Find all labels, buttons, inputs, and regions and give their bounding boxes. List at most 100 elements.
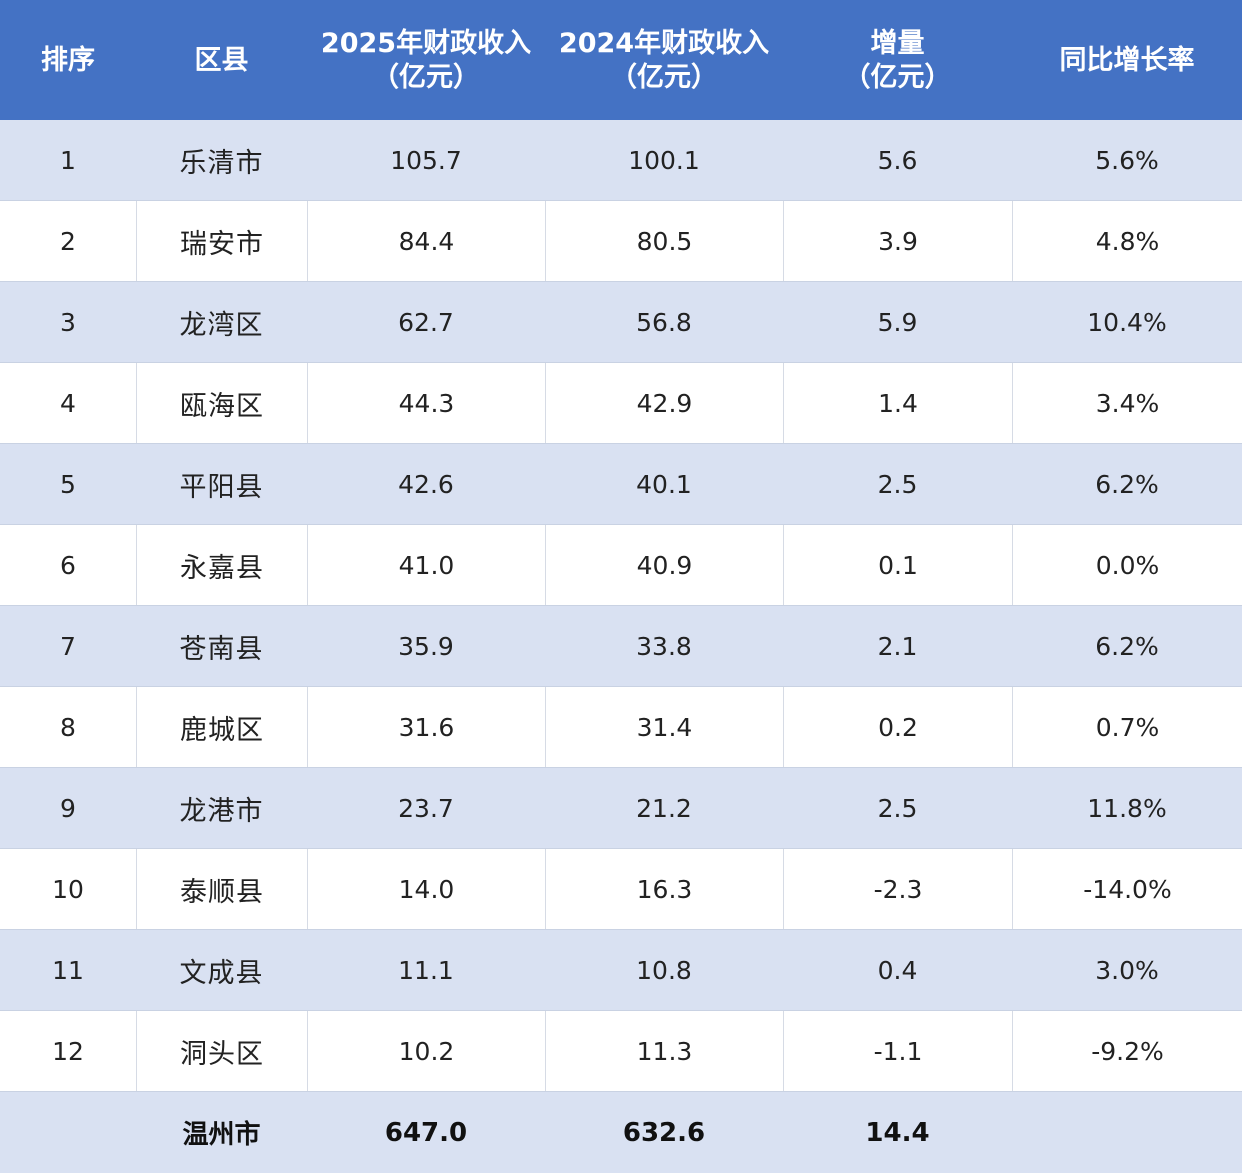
header-rank-title: 排序 [41,45,95,76]
header-growth-rate-title: 同比增长率 [1059,45,1195,76]
cell-rank: 7 [60,631,76,661]
cell-growth-rate: 5.6% [1095,145,1159,175]
cell-increase: -1.1 [783,1011,1012,1091]
total-cell-increase: 14.4 [865,1117,930,1148]
cell-growth-rate: 0.0% [1012,525,1242,605]
header-rank: 排序 [0,0,136,120]
cell-revenue-2024: 56.8 [636,307,692,337]
total-cell-revenue-2024: 632.6 [622,1117,706,1148]
cell-rank: 1 [60,145,76,175]
cell-district: 永嘉县 [136,525,307,605]
table-row: 4 瓯海区 44.3 42.9 1.4 3.4% [0,363,1242,444]
cell-growth-rate: -14.0% [1012,849,1242,929]
cell-revenue-2024: 42.9 [545,363,783,443]
cell-revenue-2025: 35.9 [398,631,454,661]
cell-growth-rate: -9.2% [1012,1011,1242,1091]
header-revenue-2025: 2025年财政收入 （亿元） [307,0,545,120]
cell-revenue-2024: 16.3 [545,849,783,929]
cell-growth-rate: 4.8% [1012,201,1242,281]
table-row: 3 龙湾区 62.7 56.8 5.9 10.4% [0,282,1242,363]
cell-revenue-2024: 10.8 [636,955,692,985]
cell-rank: 4 [60,388,76,418]
cell-increase: 1.4 [783,363,1012,443]
cell-district: 瓯海区 [136,363,307,443]
cell-revenue-2025: 84.4 [307,201,545,281]
cell-increase: 2.1 [877,631,918,661]
total-cell-growth-rate [1012,1092,1242,1173]
cell-revenue-2024: 80.5 [545,201,783,281]
cell-district: 泰顺县 [136,849,307,929]
cell-growth-rate: 0.7% [1012,687,1242,767]
cell-rank: 6 [60,550,76,580]
cell-revenue-2024: 40.9 [545,525,783,605]
table-row: 9 龙港市 23.7 21.2 2.5 11.8% [0,768,1242,849]
cell-rank: 2 [60,226,76,256]
table-row: 1 乐清市 105.7 100.1 5.6 5.6% [0,120,1242,201]
total-cell-district: 温州市 [182,1120,261,1150]
total-cell-revenue-2025: 647.0 [384,1117,468,1148]
total-cell-rank [0,1092,136,1173]
cell-revenue-2024: 11.3 [545,1011,783,1091]
cell-growth-rate: 6.2% [1095,631,1159,661]
cell-growth-rate: 6.2% [1095,469,1159,499]
cell-increase: 5.6 [877,145,918,175]
cell-district: 洞头区 [136,1011,307,1091]
cell-district: 平阳县 [179,471,264,503]
cell-district: 龙湾区 [179,309,264,341]
table-row: 8 鹿城区 31.6 31.4 0.2 0.7% [0,687,1242,768]
cell-revenue-2024: 40.1 [636,469,692,499]
table-row: 10 泰顺县 14.0 16.3 -2.3 -14.0% [0,849,1242,930]
cell-district: 乐清市 [179,147,264,179]
cell-revenue-2025: 41.0 [307,525,545,605]
cell-rank: 3 [60,307,76,337]
cell-revenue-2024: 21.2 [636,793,692,823]
cell-rank: 9 [60,793,76,823]
table-row: 11 文成县 11.1 10.8 0.4 3.0% [0,930,1242,1011]
cell-increase: -2.3 [783,849,1012,929]
table-row: 6 永嘉县 41.0 40.9 0.1 0.0% [0,525,1242,606]
cell-increase: 0.4 [877,955,918,985]
table-row: 5 平阳县 42.6 40.1 2.5 6.2% [0,444,1242,525]
cell-revenue-2025: 42.6 [398,469,454,499]
cell-growth-rate: 11.8% [1087,793,1167,823]
cell-revenue-2025: 11.1 [398,955,454,985]
cell-growth-rate: 3.0% [1095,955,1159,985]
cell-revenue-2025: 31.6 [307,687,545,767]
table-row: 12 洞头区 10.2 11.3 -1.1 -9.2% [0,1011,1242,1092]
cell-rank: 5 [60,469,76,499]
cell-revenue-2024: 31.4 [545,687,783,767]
cell-revenue-2025: 14.0 [307,849,545,929]
header-increase-title: 增量 [870,28,925,59]
cell-revenue-2024: 33.8 [636,631,692,661]
header-district-title: 区县 [194,45,249,76]
header-district: 区县 [136,0,307,120]
cell-district: 苍南县 [179,633,264,665]
cell-increase: 0.1 [783,525,1012,605]
cell-rank: 12 [52,1036,84,1066]
cell-district: 瑞安市 [136,201,307,281]
cell-increase: 0.2 [783,687,1012,767]
table-row: 7 苍南县 35.9 33.8 2.1 6.2% [0,606,1242,687]
table-row: 2 瑞安市 84.4 80.5 3.9 4.8% [0,201,1242,282]
cell-rank: 11 [52,955,84,985]
cell-revenue-2025: 62.7 [398,307,454,337]
cell-revenue-2025: 44.3 [307,363,545,443]
cell-growth-rate: 3.4% [1012,363,1242,443]
header-increase-unit: （亿元） [843,62,952,93]
header-revenue-2025-unit: （亿元） [372,62,480,93]
header-revenue-2024: 2024年财政收入 （亿元） [545,0,783,120]
cell-revenue-2025: 105.7 [390,145,462,175]
cell-revenue-2025: 10.2 [307,1011,545,1091]
header-increase: 增量 （亿元） [783,0,1012,120]
cell-increase: 2.5 [877,469,918,499]
header-revenue-2025-title: 2025年财政收入 [320,28,532,59]
cell-revenue-2024: 100.1 [628,145,700,175]
cell-rank: 8 [60,712,76,742]
cell-increase: 2.5 [877,793,918,823]
total-row: 温州市 647.0 632.6 14.4 [0,1092,1242,1173]
header-revenue-2024-title: 2024年财政收入 [558,28,770,59]
cell-increase: 3.9 [783,201,1012,281]
cell-rank: 10 [52,874,84,904]
cell-district: 鹿城区 [136,687,307,767]
